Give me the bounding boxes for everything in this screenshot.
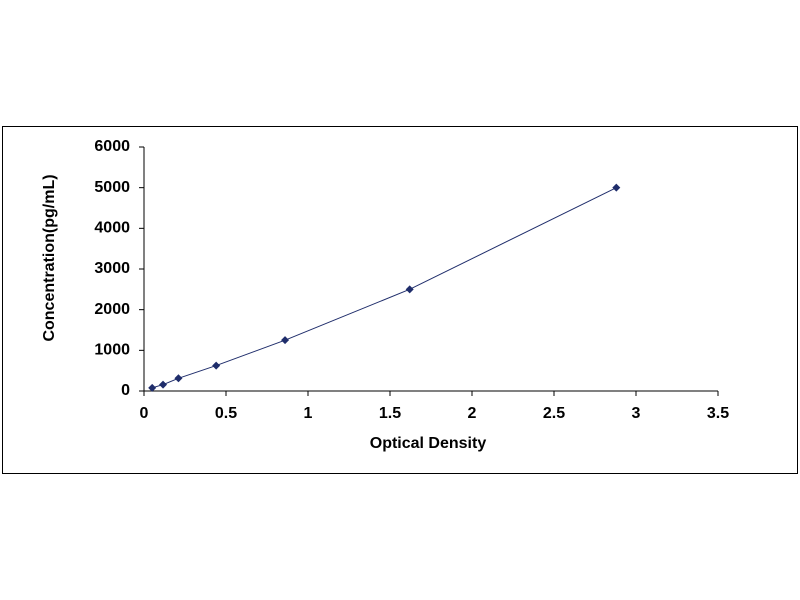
x-tick-label: 1: [304, 405, 313, 422]
data-point: [159, 380, 168, 389]
y-tick-label: 2000: [94, 301, 130, 318]
y-tick-label: 6000: [94, 138, 130, 155]
y-tick-label: 5000: [94, 179, 130, 196]
data-point: [281, 336, 290, 345]
x-tick-label: 3.5: [707, 405, 729, 422]
y-tick-label: 3000: [94, 260, 130, 277]
data-point: [148, 383, 157, 392]
data-point: [174, 374, 183, 383]
x-tick-label: 2.5: [543, 405, 565, 422]
chart-frame: [2, 126, 798, 474]
data-point: [612, 183, 621, 192]
x-tick-label: 3: [632, 405, 641, 422]
y-axis-title: Concentration(pg/mL): [41, 174, 58, 341]
x-tick-label: 0.5: [215, 405, 237, 422]
y-tick-label: 0: [121, 382, 130, 399]
data-point: [212, 361, 221, 370]
x-tick-label: 1.5: [379, 405, 401, 422]
data-point: [405, 285, 414, 294]
y-tick-label: 1000: [94, 342, 130, 359]
y-tick-label: 4000: [94, 220, 130, 237]
x-tick-label: 2: [468, 405, 477, 422]
x-axis-title: Optical Density: [370, 435, 487, 452]
x-tick-label: 0: [140, 405, 149, 422]
